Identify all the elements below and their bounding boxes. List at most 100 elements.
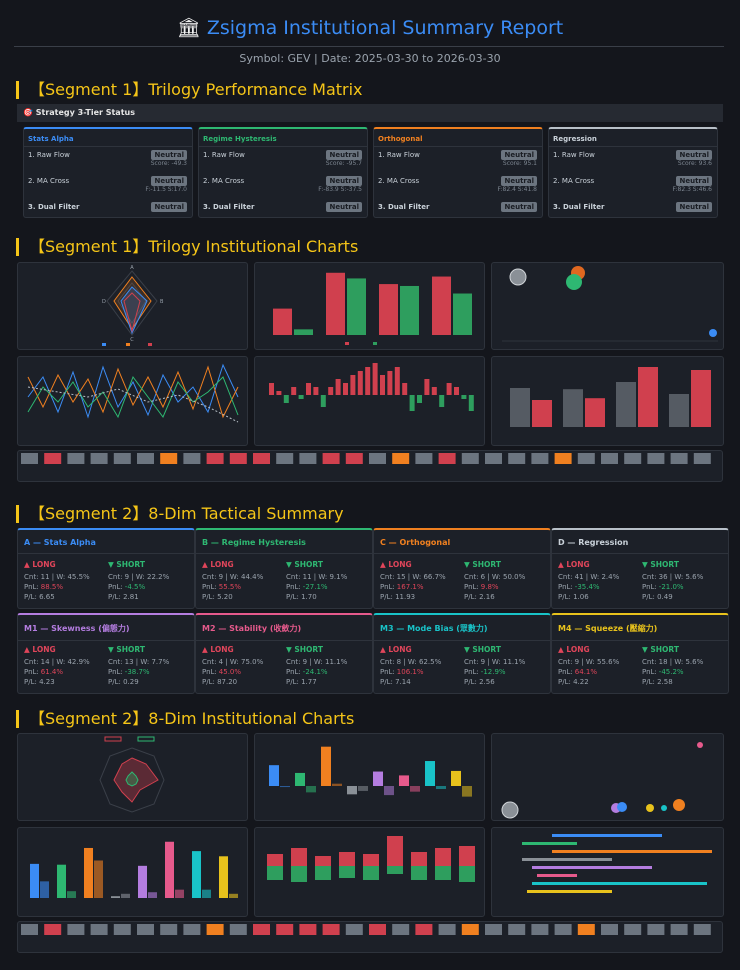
profit-loss-ratio: P/L: 87.20 [202, 678, 238, 686]
stack-bar-up [411, 852, 427, 866]
pnl-line: PnL: 106.1% [380, 667, 460, 677]
tier-row: 3. Dual Filter Neutral [24, 199, 192, 225]
stack-bar-down [315, 866, 331, 880]
long-label: ▲ LONG [202, 560, 234, 569]
count-winrate: Cnt: 9 | W: 11.1% [286, 658, 348, 666]
count-winrate: Cnt: 9 | W: 22.2% [108, 573, 170, 581]
long-label: ▲ LONG [380, 645, 412, 654]
line-series-2 [27, 365, 239, 419]
dim-card: A — Stats Alpha ▲ LONG Cnt: 11 | W: 45.5% P… [17, 528, 195, 609]
dim-card: M3 — Mode Bias (眾數力) ▲ LONG Cnt: 8 | W: 62… [373, 613, 551, 694]
pnl-value: 61.4% [40, 668, 64, 676]
count-winrate: Cnt: 11 | W: 45.5% [24, 573, 90, 581]
profit-loss-ratio: P/L: 6.65 [24, 593, 55, 601]
timeline-block [531, 453, 549, 464]
dim-radar-panel [17, 733, 248, 821]
bar-A-0 [273, 308, 292, 335]
timeline-block [624, 924, 642, 935]
report-title: 🏛 Zsigma Institutional Summary Report [0, 16, 740, 39]
report-title-text: Zsigma Institutional Summary Report [206, 17, 564, 39]
tier-row-score: F:-11.5 S:17.0 [145, 186, 187, 193]
profit-loss-ratio: P/L: 1.06 [558, 593, 589, 601]
long-label: ▲ LONG [24, 560, 56, 569]
dim-bar-panel [254, 733, 485, 821]
pnl-label: PnL: [108, 668, 123, 676]
timeline-block [485, 924, 502, 935]
dim-card: B — Regime Hysteresis ▲ LONG Cnt: 9 | W: 4… [195, 528, 373, 609]
bar-M3-1 [202, 889, 211, 898]
timeline-block [647, 453, 665, 464]
short-column: ▼ SHORT Cnt: 9 | W: 11.1% PnL: -12.9% P/L: 2… [464, 645, 544, 687]
status-badge: Neutral [151, 176, 187, 186]
diverging-bar [454, 387, 459, 395]
status-badge: Neutral [501, 176, 537, 186]
bar-A-1 [40, 881, 49, 898]
pnl-value: 88.5% [40, 583, 64, 591]
count-winrate: Cnt: 9 | W: 11.1% [464, 658, 526, 666]
timeline-block [160, 924, 178, 935]
tier-card-title: Orthogonal [374, 129, 542, 147]
radar-axis-d: D [102, 299, 106, 305]
timeline-block [183, 453, 201, 464]
diverging-bar-chart [269, 363, 474, 411]
segment-2-summary-title: 【Segment 2】8-Dim Tactical Summary [16, 505, 344, 523]
bar-short-C [332, 783, 342, 786]
long-column: ▲ LONG Cnt: 9 | W: 55.6% PnL: 64.1% P/L: 4.2… [558, 645, 638, 687]
stack-bar-down [363, 866, 379, 880]
dim-card-title: M1 — Skewness (偏態力) [18, 615, 194, 641]
trilogy-bar-chart [273, 272, 472, 345]
count-winrate: Cnt: 13 | W: 7.7% [108, 658, 170, 666]
timeline-block [206, 453, 224, 464]
pnl-label: PnL: [464, 583, 479, 591]
timeline-block [647, 924, 665, 935]
tier-card-title: Regime Hysteresis [199, 129, 367, 147]
bar-C-1 [94, 860, 103, 898]
tier-row-label: 3. Dual Filter [28, 203, 80, 211]
diverging-bar [335, 379, 341, 395]
status-badge: Neutral [326, 150, 362, 160]
bar-C-0 [616, 382, 636, 427]
diverging-bar [468, 395, 474, 411]
pnl-line: PnL: 55.5% [202, 582, 282, 592]
timeline-block [438, 453, 456, 464]
dim-card: M1 — Skewness (偏態力) ▲ LONG Cnt: 14 | W: 42… [17, 613, 195, 694]
pnl-line: PnL: -4.5% [108, 582, 188, 592]
count-winrate: Cnt: 14 | W: 42.9% [24, 658, 90, 666]
timeline-block [624, 453, 642, 464]
hbar-7 [527, 890, 612, 893]
short-label: ▼ SHORT [108, 645, 145, 654]
timeline-block [554, 453, 572, 464]
bar-D-0 [669, 394, 689, 427]
signal-timeline-1 [17, 450, 723, 482]
long-column: ▲ LONG Cnt: 9 | W: 44.4% PnL: 55.5% P/L: 5.2… [202, 560, 282, 602]
diverging-bar [402, 383, 408, 395]
strategy-status-header: 🎯 Strategy 3-Tier Status [17, 104, 723, 122]
tier-row-label: 1. Raw Flow [378, 151, 420, 159]
pnl-label: PnL: [642, 668, 657, 676]
bank-icon: 🏛 [176, 17, 201, 39]
report-subtitle: Symbol: GEV | Date: 2025-03-30 to 2026-0… [239, 52, 501, 65]
short-column: ▼ SHORT Cnt: 36 | W: 5.6% PnL: -21.0% P/L: 0… [642, 560, 722, 602]
profit-loss-ratio: P/L: 7.14 [380, 678, 411, 686]
timeline-block [601, 453, 618, 464]
dim-card-title: M3 — Mode Bias (眾數力) [374, 615, 550, 641]
timeline-block [369, 453, 386, 464]
bar-long-M3 [425, 761, 435, 786]
timeline-block [345, 453, 363, 464]
pnl-label: PnL: [558, 668, 573, 676]
bar-short-B [306, 786, 316, 793]
timeline-block [438, 924, 456, 935]
short-column: ▼ SHORT Cnt: 18 | W: 5.6% PnL: -45.2% P/L: 2… [642, 645, 722, 687]
short-label: ▼ SHORT [286, 560, 323, 569]
pnl-line: PnL: -35.4% [558, 582, 638, 592]
radar-grid [99, 747, 165, 813]
dim-bubble-panel [491, 733, 724, 821]
timeline-block [577, 453, 595, 464]
pnl-value: 9.8% [480, 583, 499, 591]
dim-card-title: M4 — Squeeze (壓縮力) [552, 615, 728, 641]
pnl-line: PnL: -21.0% [642, 582, 722, 592]
short-column: ▼ SHORT Cnt: 13 | W: 7.7% PnL: -38.7% P/L: 0… [108, 645, 188, 687]
tier-row: 2. MA Cross Neutral F:-83.9 S:-37.5 [199, 173, 367, 199]
timeline-block [21, 453, 38, 464]
timeline-block [322, 924, 340, 935]
